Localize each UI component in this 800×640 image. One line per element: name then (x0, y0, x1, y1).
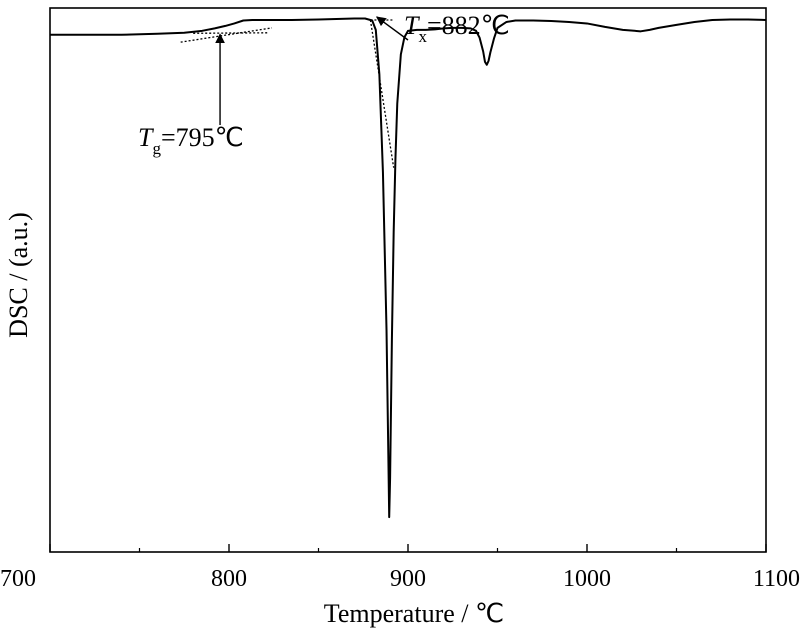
x-tick-label-1100: 1100 (753, 566, 800, 592)
tangent-line-3 (369, 19, 395, 168)
dsc-series-line (50, 17, 767, 519)
x-tick-label-900: 900 (390, 566, 426, 592)
tg-annotation: Tg=795℃ (138, 123, 244, 158)
tx-arrow (375, 16, 409, 41)
y-axis-label: DSC / (a.u.) (4, 212, 33, 338)
x-axis-label: Temperature / ℃ (324, 599, 504, 628)
x-tick-label-1000: 1000 (563, 566, 611, 592)
plot-frame (49, 7, 767, 553)
x-tick-label-800: 800 (211, 566, 247, 592)
x-tick-label-700: 700 (0, 566, 36, 592)
tx-annotation: Tx=882℃ (404, 11, 510, 46)
tangent-line-0 (180, 27, 273, 43)
